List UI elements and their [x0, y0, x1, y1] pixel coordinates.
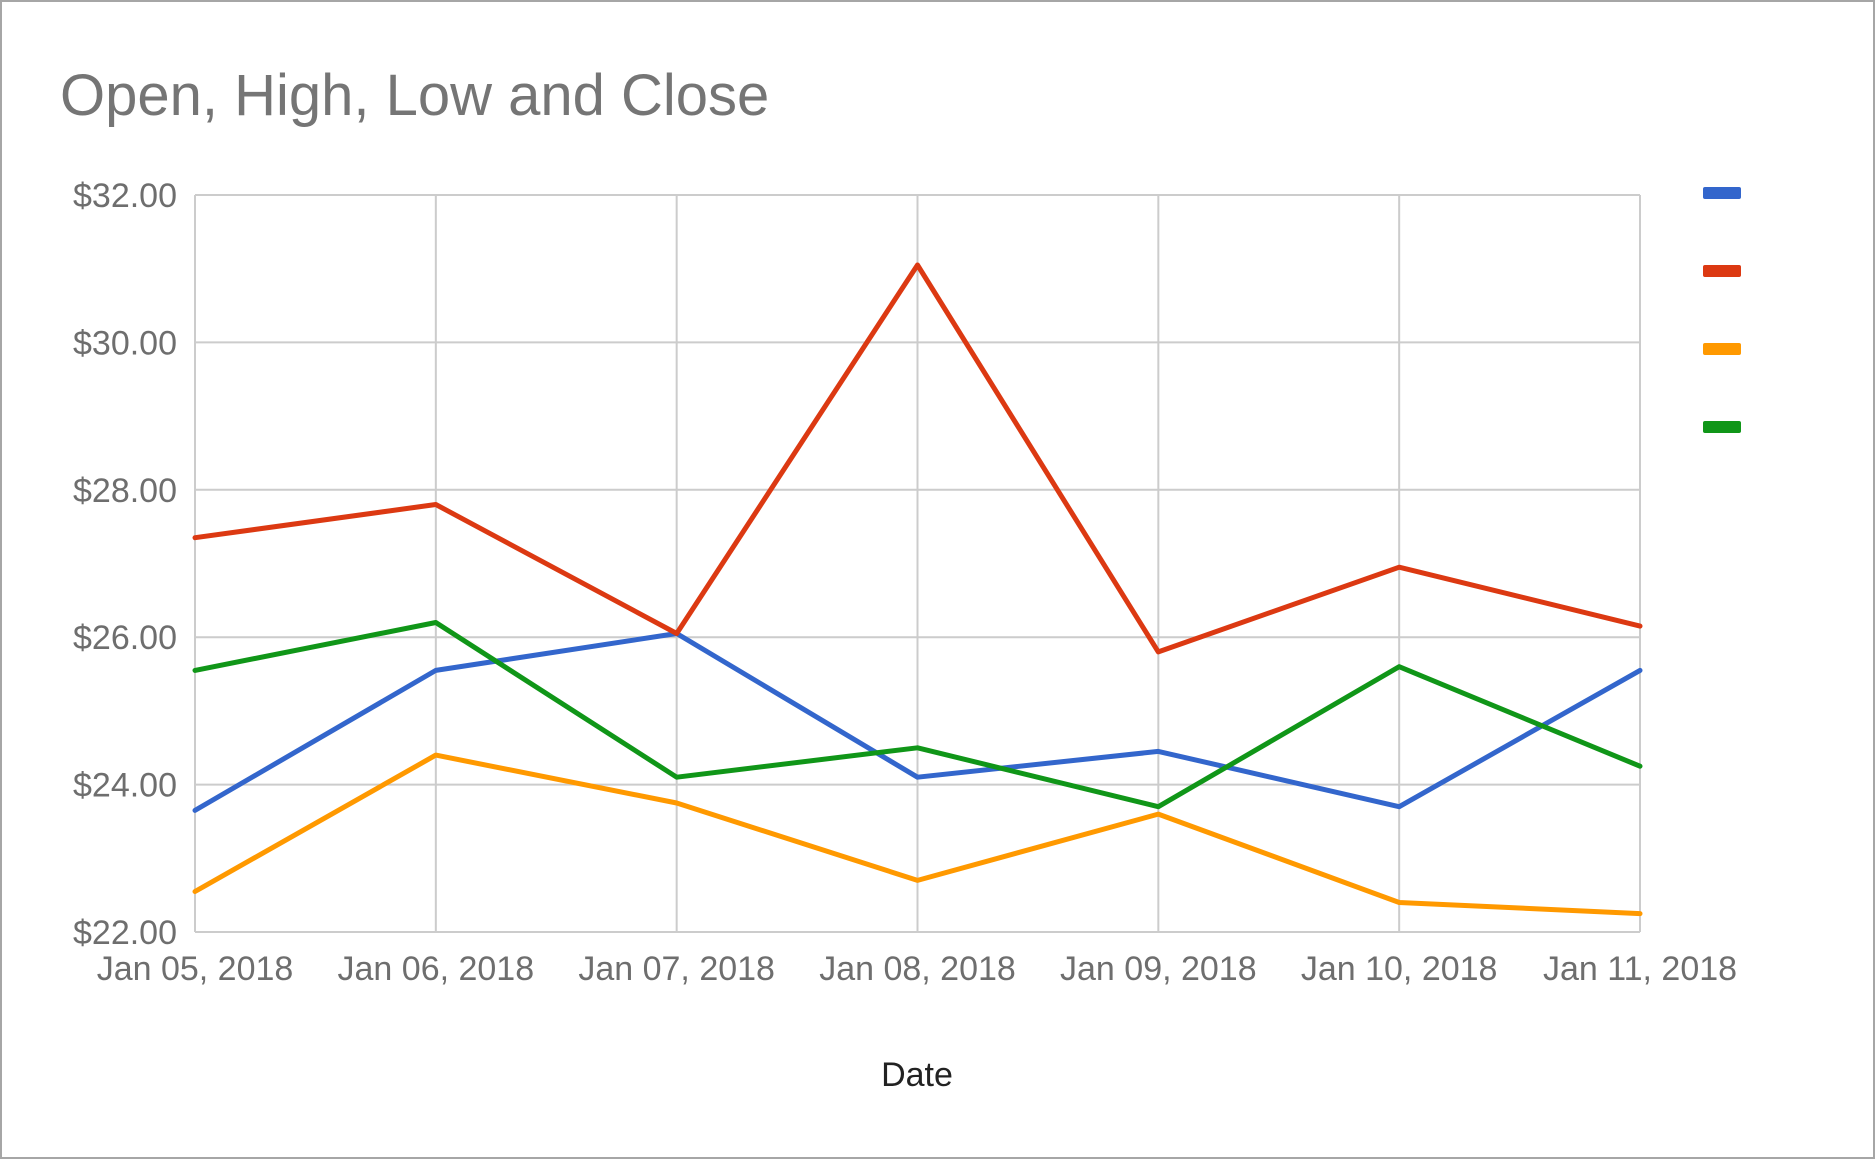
x-tick-label: Jan 05, 2018 — [97, 950, 294, 988]
series-layer — [192, 262, 1643, 917]
x-tick-label: Jan 10, 2018 — [1301, 950, 1498, 988]
data-point — [433, 620, 438, 625]
data-point — [1638, 764, 1642, 769]
y-tick-label: $22.00 — [73, 914, 177, 952]
legend-swatch-4 — [1703, 421, 1741, 433]
y-tick-label: $24.00 — [73, 767, 177, 805]
x-tick-label: Jan 07, 2018 — [578, 950, 775, 988]
x-tick-label: Jan 11, 2018 — [1543, 950, 1737, 988]
data-point — [193, 889, 197, 894]
grid-layer — [194, 194, 1641, 933]
y-tick-label: $32.00 — [73, 177, 177, 215]
data-point — [674, 801, 679, 806]
data-point — [1638, 624, 1642, 629]
legend-swatch-1 — [1703, 187, 1741, 199]
data-point — [1156, 749, 1161, 754]
data-point — [1156, 804, 1161, 809]
data-point — [915, 878, 920, 883]
data-point — [433, 668, 438, 673]
y-tick-label: $26.00 — [73, 619, 177, 657]
data-point — [1397, 804, 1402, 809]
data-point — [1156, 649, 1161, 654]
x-tick-label: Jan 09, 2018 — [1060, 950, 1257, 988]
data-point — [915, 745, 920, 750]
data-point — [674, 775, 679, 780]
data-point — [915, 263, 920, 268]
data-point — [915, 775, 920, 780]
x-axis-title: Date — [881, 1056, 953, 1094]
data-point — [433, 753, 438, 758]
data-point — [1638, 668, 1642, 673]
legend-swatch-2 — [1703, 265, 1741, 277]
data-point — [1397, 565, 1402, 570]
data-point — [1397, 664, 1402, 669]
legend — [1703, 187, 1741, 433]
data-point — [193, 668, 197, 673]
data-point — [1638, 911, 1642, 916]
data-point — [433, 502, 438, 507]
data-point — [193, 808, 197, 813]
axis-labels-layer: $22.00 $24.00 $26.00 $28.00 $30.00 $32.00 Jan … — [73, 177, 1737, 988]
chart-title: Open, High, Low and Close — [60, 63, 770, 128]
y-tick-label: $28.00 — [73, 472, 177, 510]
x-tick-label: Jan 08, 2018 — [819, 950, 1016, 988]
data-point — [1397, 900, 1402, 905]
x-tick-label: Jan 06, 2018 — [338, 950, 535, 988]
data-point — [1156, 812, 1161, 817]
legend-swatch-3 — [1703, 343, 1741, 355]
data-point — [674, 631, 679, 636]
data-point — [193, 535, 197, 540]
y-tick-label: $30.00 — [73, 324, 177, 362]
